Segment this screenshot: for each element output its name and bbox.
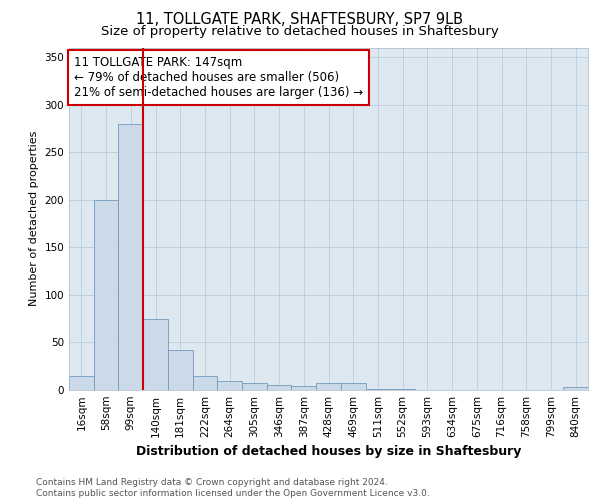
Bar: [365, 389, 390, 390]
Bar: [341, 384, 365, 390]
Bar: [242, 384, 267, 390]
Bar: [390, 389, 415, 390]
Bar: [168, 350, 193, 390]
Bar: [143, 318, 168, 390]
Text: Contains HM Land Registry data © Crown copyright and database right 2024.
Contai: Contains HM Land Registry data © Crown c…: [36, 478, 430, 498]
Bar: [193, 376, 217, 390]
Text: 11 TOLLGATE PARK: 147sqm
← 79% of detached houses are smaller (506)
21% of semi-: 11 TOLLGATE PARK: 147sqm ← 79% of detach…: [74, 56, 364, 99]
Text: Size of property relative to detached houses in Shaftesbury: Size of property relative to detached ho…: [101, 25, 499, 38]
Bar: [267, 385, 292, 390]
Bar: [69, 376, 94, 390]
Y-axis label: Number of detached properties: Number of detached properties: [29, 131, 39, 306]
X-axis label: Distribution of detached houses by size in Shaftesbury: Distribution of detached houses by size …: [136, 446, 521, 458]
Bar: [316, 384, 341, 390]
Bar: [563, 387, 588, 390]
Text: 11, TOLLGATE PARK, SHAFTESBURY, SP7 9LB: 11, TOLLGATE PARK, SHAFTESBURY, SP7 9LB: [137, 12, 464, 28]
Bar: [118, 124, 143, 390]
Bar: [217, 382, 242, 390]
Bar: [94, 200, 118, 390]
Bar: [292, 386, 316, 390]
